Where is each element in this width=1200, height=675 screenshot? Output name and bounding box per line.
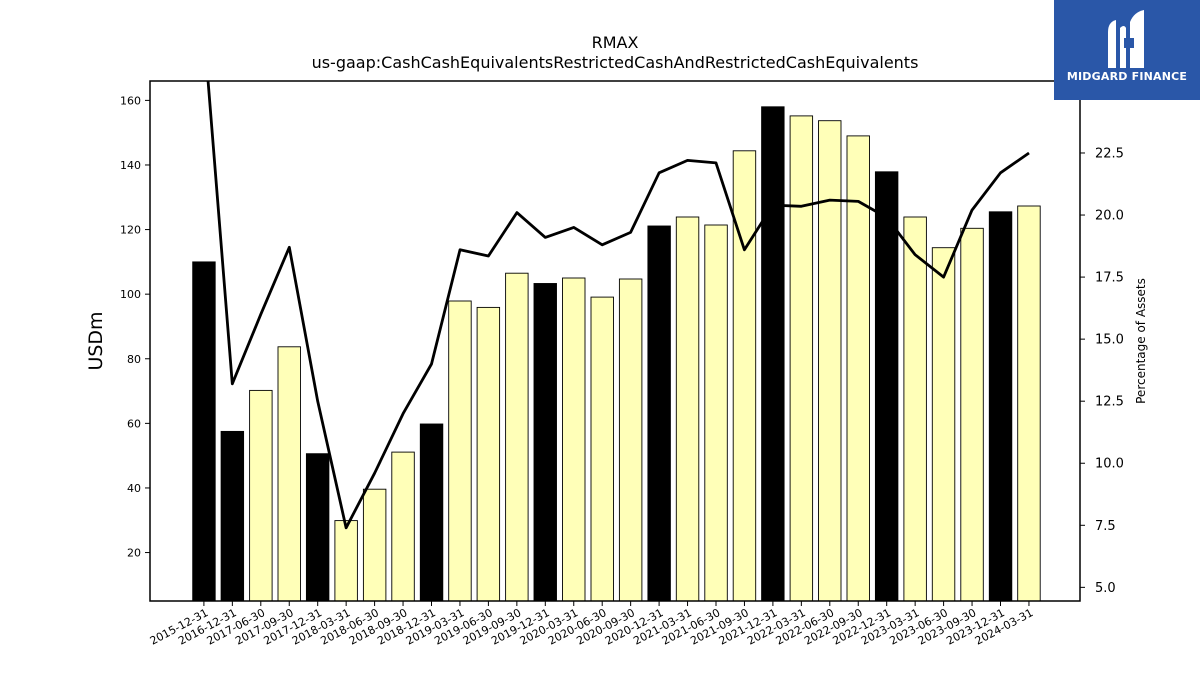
bar-2017-09-30 — [277, 346, 301, 602]
bar-2023-12-31 — [988, 211, 1013, 602]
percentage-line-series — [206, 81, 1030, 530]
y-axis-right: 5.0 7.5 10.0 12.5 15.0 17.5 20.0 22.5 — [1080, 146, 1124, 596]
bar-2021-06-30 — [704, 224, 728, 602]
bar-2018-06-30 — [362, 488, 387, 602]
y2-tick-label: 10.0 — [1095, 457, 1124, 472]
bar-2020-12-31 — [647, 225, 671, 602]
percentage-of-assets-line — [206, 81, 1030, 530]
y2-tick-label: 20.0 — [1095, 209, 1124, 224]
bar-2023-03-31 — [903, 216, 927, 602]
y-tick-label: 120 — [120, 224, 141, 237]
brand-name: MIDGARD FINANCE — [1066, 70, 1188, 83]
bar-2015-12-31 — [192, 261, 216, 602]
chart-title: RMAX — [592, 33, 639, 52]
y2-tick-label: 5.0 — [1095, 581, 1116, 596]
y2-tick-label: 17.5 — [1095, 271, 1124, 286]
bar-2017-06-30 — [249, 389, 273, 602]
bar-2021-12-31 — [761, 106, 785, 602]
bar-2020-06-30 — [590, 296, 614, 602]
bar-2021-09-30 — [732, 150, 757, 602]
bar-2018-09-30 — [391, 451, 415, 602]
bar-2022-06-30 — [818, 120, 842, 602]
bar-series — [192, 106, 1041, 602]
y-tick-label: 140 — [120, 159, 141, 172]
y2-tick-label: 22.5 — [1095, 146, 1124, 161]
y-tick-label: 100 — [120, 288, 141, 301]
bar-2024-03-31 — [1017, 205, 1041, 602]
bar-2021-03-31 — [675, 216, 700, 602]
bar-2016-12-31 — [220, 430, 245, 602]
bar-2020-09-30 — [618, 278, 643, 602]
y2-tick-label: 15.0 — [1095, 333, 1124, 348]
bar-2017-12-31 — [305, 453, 330, 602]
bar-2019-06-30 — [476, 306, 501, 602]
bar-2022-03-31 — [789, 115, 814, 602]
y-tick-label: 80 — [127, 353, 141, 366]
brand-logo-panel — [1054, 0, 1200, 100]
y-tick-label: 160 — [120, 94, 141, 107]
y-tick-label: 20 — [127, 547, 141, 560]
bar-2019-03-31 — [448, 300, 472, 602]
y2-tick-label: 7.5 — [1095, 519, 1116, 534]
bar-2018-03-31 — [334, 520, 358, 602]
y2-axis-label: Percentage of Assets — [1134, 278, 1148, 404]
bar-2023-09-30 — [960, 227, 984, 602]
y-tick-label: 60 — [127, 417, 141, 430]
bar-2022-12-31 — [874, 171, 899, 602]
y-tick-label: 40 — [127, 482, 141, 495]
x-axis: 2015-12-312016-12-312017-06-302017-09-30… — [148, 601, 1035, 648]
y-axis-left: 20 40 60 80 100 120 140 160 — [120, 94, 150, 560]
y2-tick-label: 12.5 — [1095, 395, 1124, 410]
plot-area-frame — [149, 80, 1081, 602]
bar-2019-09-30 — [505, 272, 529, 602]
midgard-m-logo-icon — [1108, 10, 1144, 68]
bar-2023-06-30 — [931, 247, 956, 602]
y-axis-label: USDm — [85, 311, 107, 370]
bar-2018-12-31 — [419, 423, 444, 602]
bar-2020-03-31 — [562, 277, 586, 602]
chart-subtitle: us-gaap:CashCashEquivalentsRestrictedCas… — [312, 53, 919, 72]
bar-2019-12-31 — [533, 283, 557, 602]
